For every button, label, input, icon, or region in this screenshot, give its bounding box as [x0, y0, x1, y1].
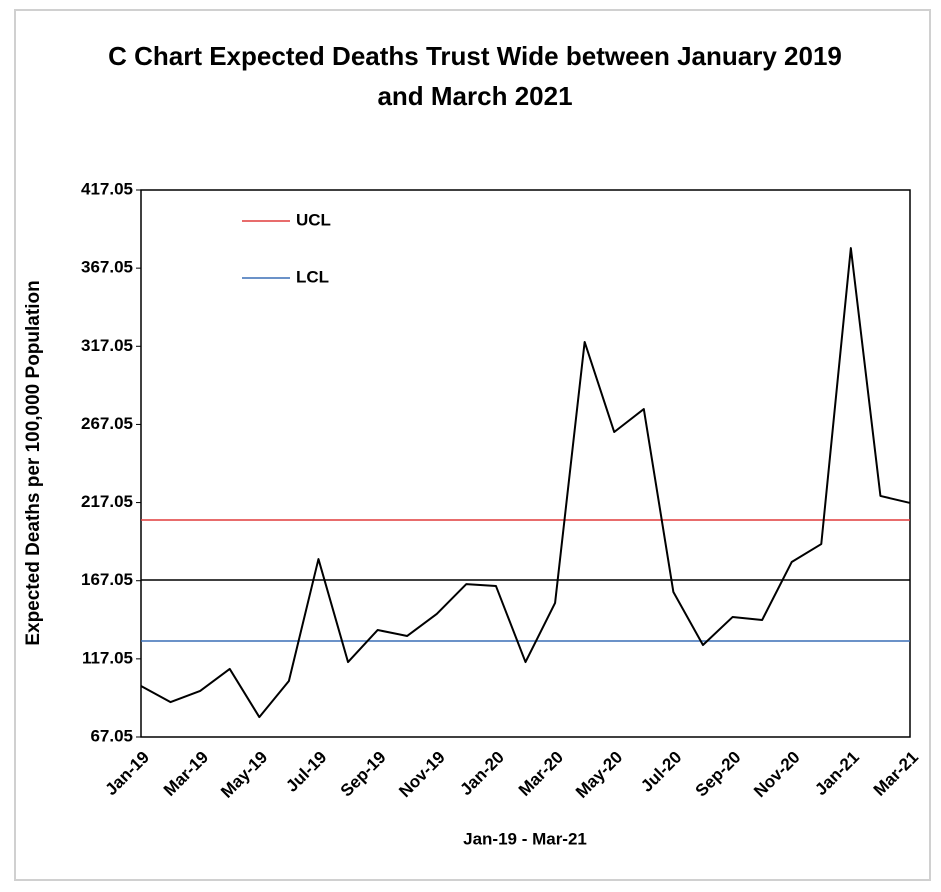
y-tick-label: 167.05 — [81, 570, 133, 589]
y-tick-label: 417.05 — [81, 179, 133, 198]
y-tick-label: 317.05 — [81, 336, 133, 355]
y-axis-title: Expected Deaths per 100,000 Population — [23, 280, 44, 645]
legend-label: LCL — [296, 267, 329, 286]
plot-frame — [140, 189, 911, 738]
y-tick-label: 367.05 — [81, 258, 133, 277]
y-tick-label: 67.05 — [90, 726, 133, 745]
y-tick-label: 117.05 — [82, 648, 133, 667]
chart-frame — [14, 9, 931, 881]
chart-title: C Chart Expected Deaths Trust Wide betwe… — [108, 41, 842, 111]
y-tick-label: 267.05 — [81, 414, 133, 433]
y-tick-label: 217.05 — [81, 492, 133, 511]
data-line — [140, 247, 911, 719]
x-axis-title: Jan-19 - Mar-21 — [463, 829, 587, 848]
legend-label: UCL — [296, 210, 331, 229]
